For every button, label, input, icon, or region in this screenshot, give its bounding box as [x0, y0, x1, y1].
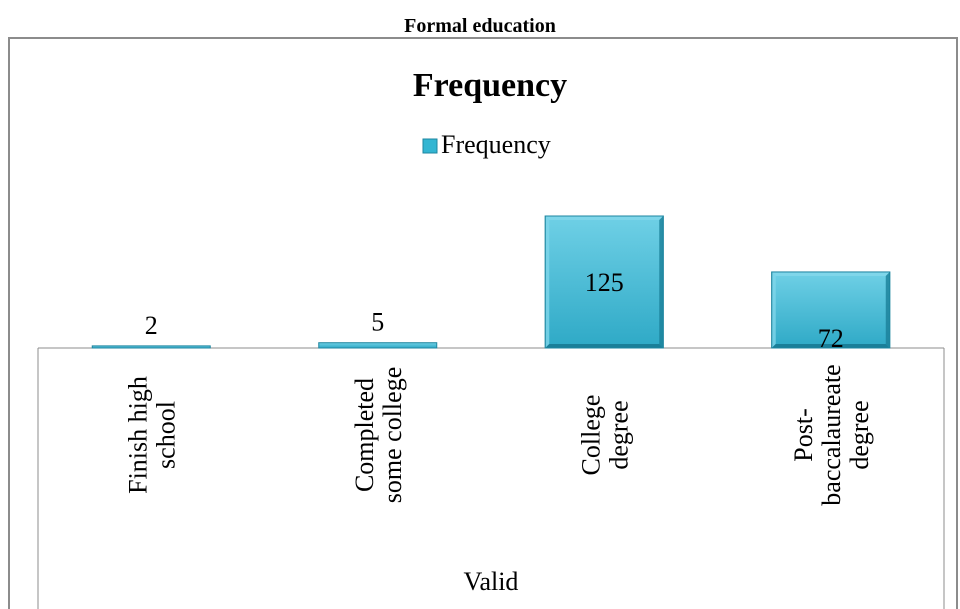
legend-swatch: [422, 138, 438, 154]
bar-bevel-bottom: [771, 344, 890, 348]
category-tick-label-line: College: [576, 395, 605, 476]
category-tick-label-line: Post-: [789, 408, 818, 461]
bar-outline: [771, 271, 891, 349]
category-tick-label-line: some college: [378, 367, 407, 503]
bar: [771, 271, 891, 349]
bar-bevel-right: [659, 216, 664, 348]
bar-bevel-bottom: [545, 344, 664, 348]
chart-border: [8, 37, 958, 609]
bar: [91, 345, 211, 349]
bar-body: [91, 345, 211, 349]
category-tick-labels: Finish highschool Completedsome college Co…: [123, 364, 874, 505]
data-label: 72: [818, 324, 844, 353]
data-label: 2: [145, 311, 158, 340]
bar-bevel-top: [771, 271, 890, 276]
category-tick-label-line: baccalaureate: [817, 364, 846, 505]
bar-outline: [544, 215, 664, 349]
bar-bevel-left: [545, 216, 550, 348]
figure-caption: Formal education: [404, 15, 556, 37]
category-tick-label-line: degree: [604, 400, 633, 469]
category-group-label: Valid: [464, 567, 519, 596]
bar: [318, 342, 438, 349]
category-tick-label: Post-baccalaureatedegree: [789, 364, 874, 505]
category-tick-label: Completedsome college: [350, 367, 407, 503]
chart-legend: Frequency: [422, 130, 551, 159]
category-tick-label-line: degree: [845, 400, 874, 469]
bar-series: [91, 215, 891, 349]
bar-bevel-right: [885, 271, 890, 348]
legend-label: Frequency: [441, 130, 551, 159]
data-label: 125: [585, 268, 624, 297]
category-tick-label: Collegedegree: [576, 395, 633, 476]
category-tick-label-line: school: [151, 401, 180, 469]
data-labels: 2 5 125 72: [145, 268, 844, 353]
bar-body: [318, 342, 438, 349]
bar-bevel-top: [545, 216, 664, 220]
category-tick-label-line: Finish high: [123, 376, 152, 494]
data-label: 5: [371, 308, 384, 337]
bar-body: [544, 215, 664, 349]
chart-title: Frequency: [413, 67, 567, 104]
category-tick-label-line: Completed: [350, 378, 379, 492]
bar-bevel-left: [771, 271, 776, 348]
category-tick-label: Finish highschool: [123, 376, 180, 494]
bar: [544, 215, 664, 349]
